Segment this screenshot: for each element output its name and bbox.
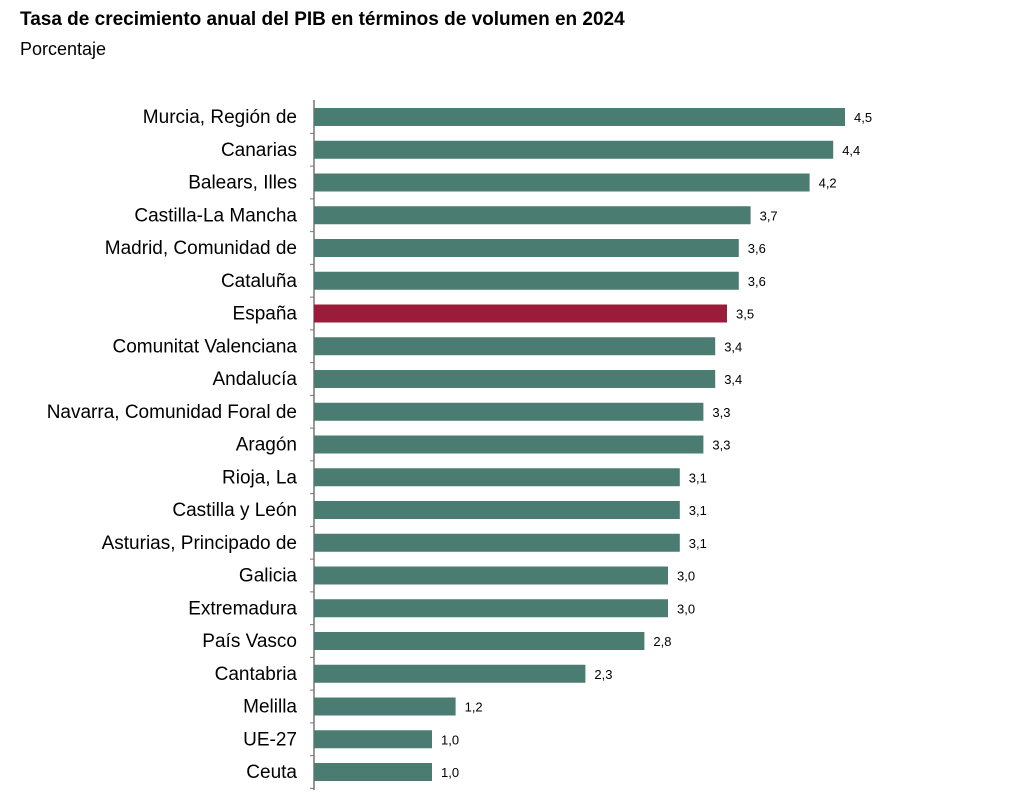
category-label: Madrid, Comunidad de <box>105 238 297 259</box>
category-label: Navarra, Comunidad Foral de <box>47 402 297 423</box>
bar <box>314 239 739 257</box>
value-label: 4,4 <box>842 143 860 158</box>
value-label: 3,0 <box>677 601 695 616</box>
bar <box>314 206 751 225</box>
category-label: Castilla y León <box>172 500 297 521</box>
bar <box>314 140 834 159</box>
value-label: 3,6 <box>748 241 766 256</box>
category-label: Cataluña <box>221 271 297 292</box>
category-label: Extremadura <box>188 598 297 619</box>
bar <box>314 173 810 192</box>
value-label: 2,3 <box>594 667 612 682</box>
bar <box>314 501 680 519</box>
value-label: 3,3 <box>712 405 730 420</box>
category-label: Balears, Illes <box>188 173 297 194</box>
value-label: 3,0 <box>677 569 695 584</box>
chart-title: Tasa de crecimiento anual del PIB en tér… <box>20 9 625 30</box>
bar <box>314 730 432 749</box>
value-label: 3,7 <box>760 208 778 223</box>
bar <box>314 304 727 323</box>
bar <box>314 435 704 454</box>
bar <box>314 271 739 290</box>
category-label: País Vasco <box>202 631 297 652</box>
value-label: 1,2 <box>465 700 483 715</box>
category-label: Aragón <box>236 435 297 456</box>
value-label: 3,6 <box>748 274 766 289</box>
category-label: Comunitat Valenciana <box>113 336 298 357</box>
chart-subtitle: Porcentaje <box>20 39 107 59</box>
bar <box>314 370 716 388</box>
bar <box>314 566 668 585</box>
value-label: 3,4 <box>724 339 742 354</box>
value-label: 3,4 <box>724 372 742 387</box>
value-label: 1,0 <box>441 732 459 747</box>
bar <box>314 108 845 126</box>
category-label: España <box>233 304 298 325</box>
bar <box>314 533 680 552</box>
category-label: UE-27 <box>243 729 297 750</box>
value-label: 3,1 <box>689 536 707 551</box>
category-label: Ceuta <box>246 762 297 783</box>
bar <box>314 402 704 421</box>
bar <box>314 337 716 356</box>
bar <box>314 763 432 781</box>
value-label: 3,5 <box>736 307 754 322</box>
value-label: 2,8 <box>653 634 671 649</box>
value-label: 1,0 <box>441 765 459 780</box>
value-label: 3,1 <box>689 503 707 518</box>
category-label: Galicia <box>239 566 298 587</box>
category-label: Murcia, Región de <box>143 107 297 128</box>
category-label: Canarias <box>221 140 297 161</box>
bar <box>314 632 645 650</box>
value-label: 4,2 <box>819 176 837 191</box>
bar <box>314 664 586 683</box>
value-label: 4,5 <box>854 110 872 125</box>
category-label: Cantabria <box>215 664 298 685</box>
value-label: 3,1 <box>689 470 707 485</box>
category-label: Asturias, Principado de <box>102 533 297 554</box>
bar <box>314 697 456 716</box>
category-label: Rioja, La <box>222 467 297 488</box>
bar <box>314 599 668 618</box>
category-label: Andalucía <box>212 369 297 390</box>
category-label: Castilla-La Mancha <box>134 205 297 226</box>
bar <box>314 468 680 487</box>
category-label: Melilla <box>243 697 297 718</box>
value-label: 3,3 <box>712 438 730 453</box>
